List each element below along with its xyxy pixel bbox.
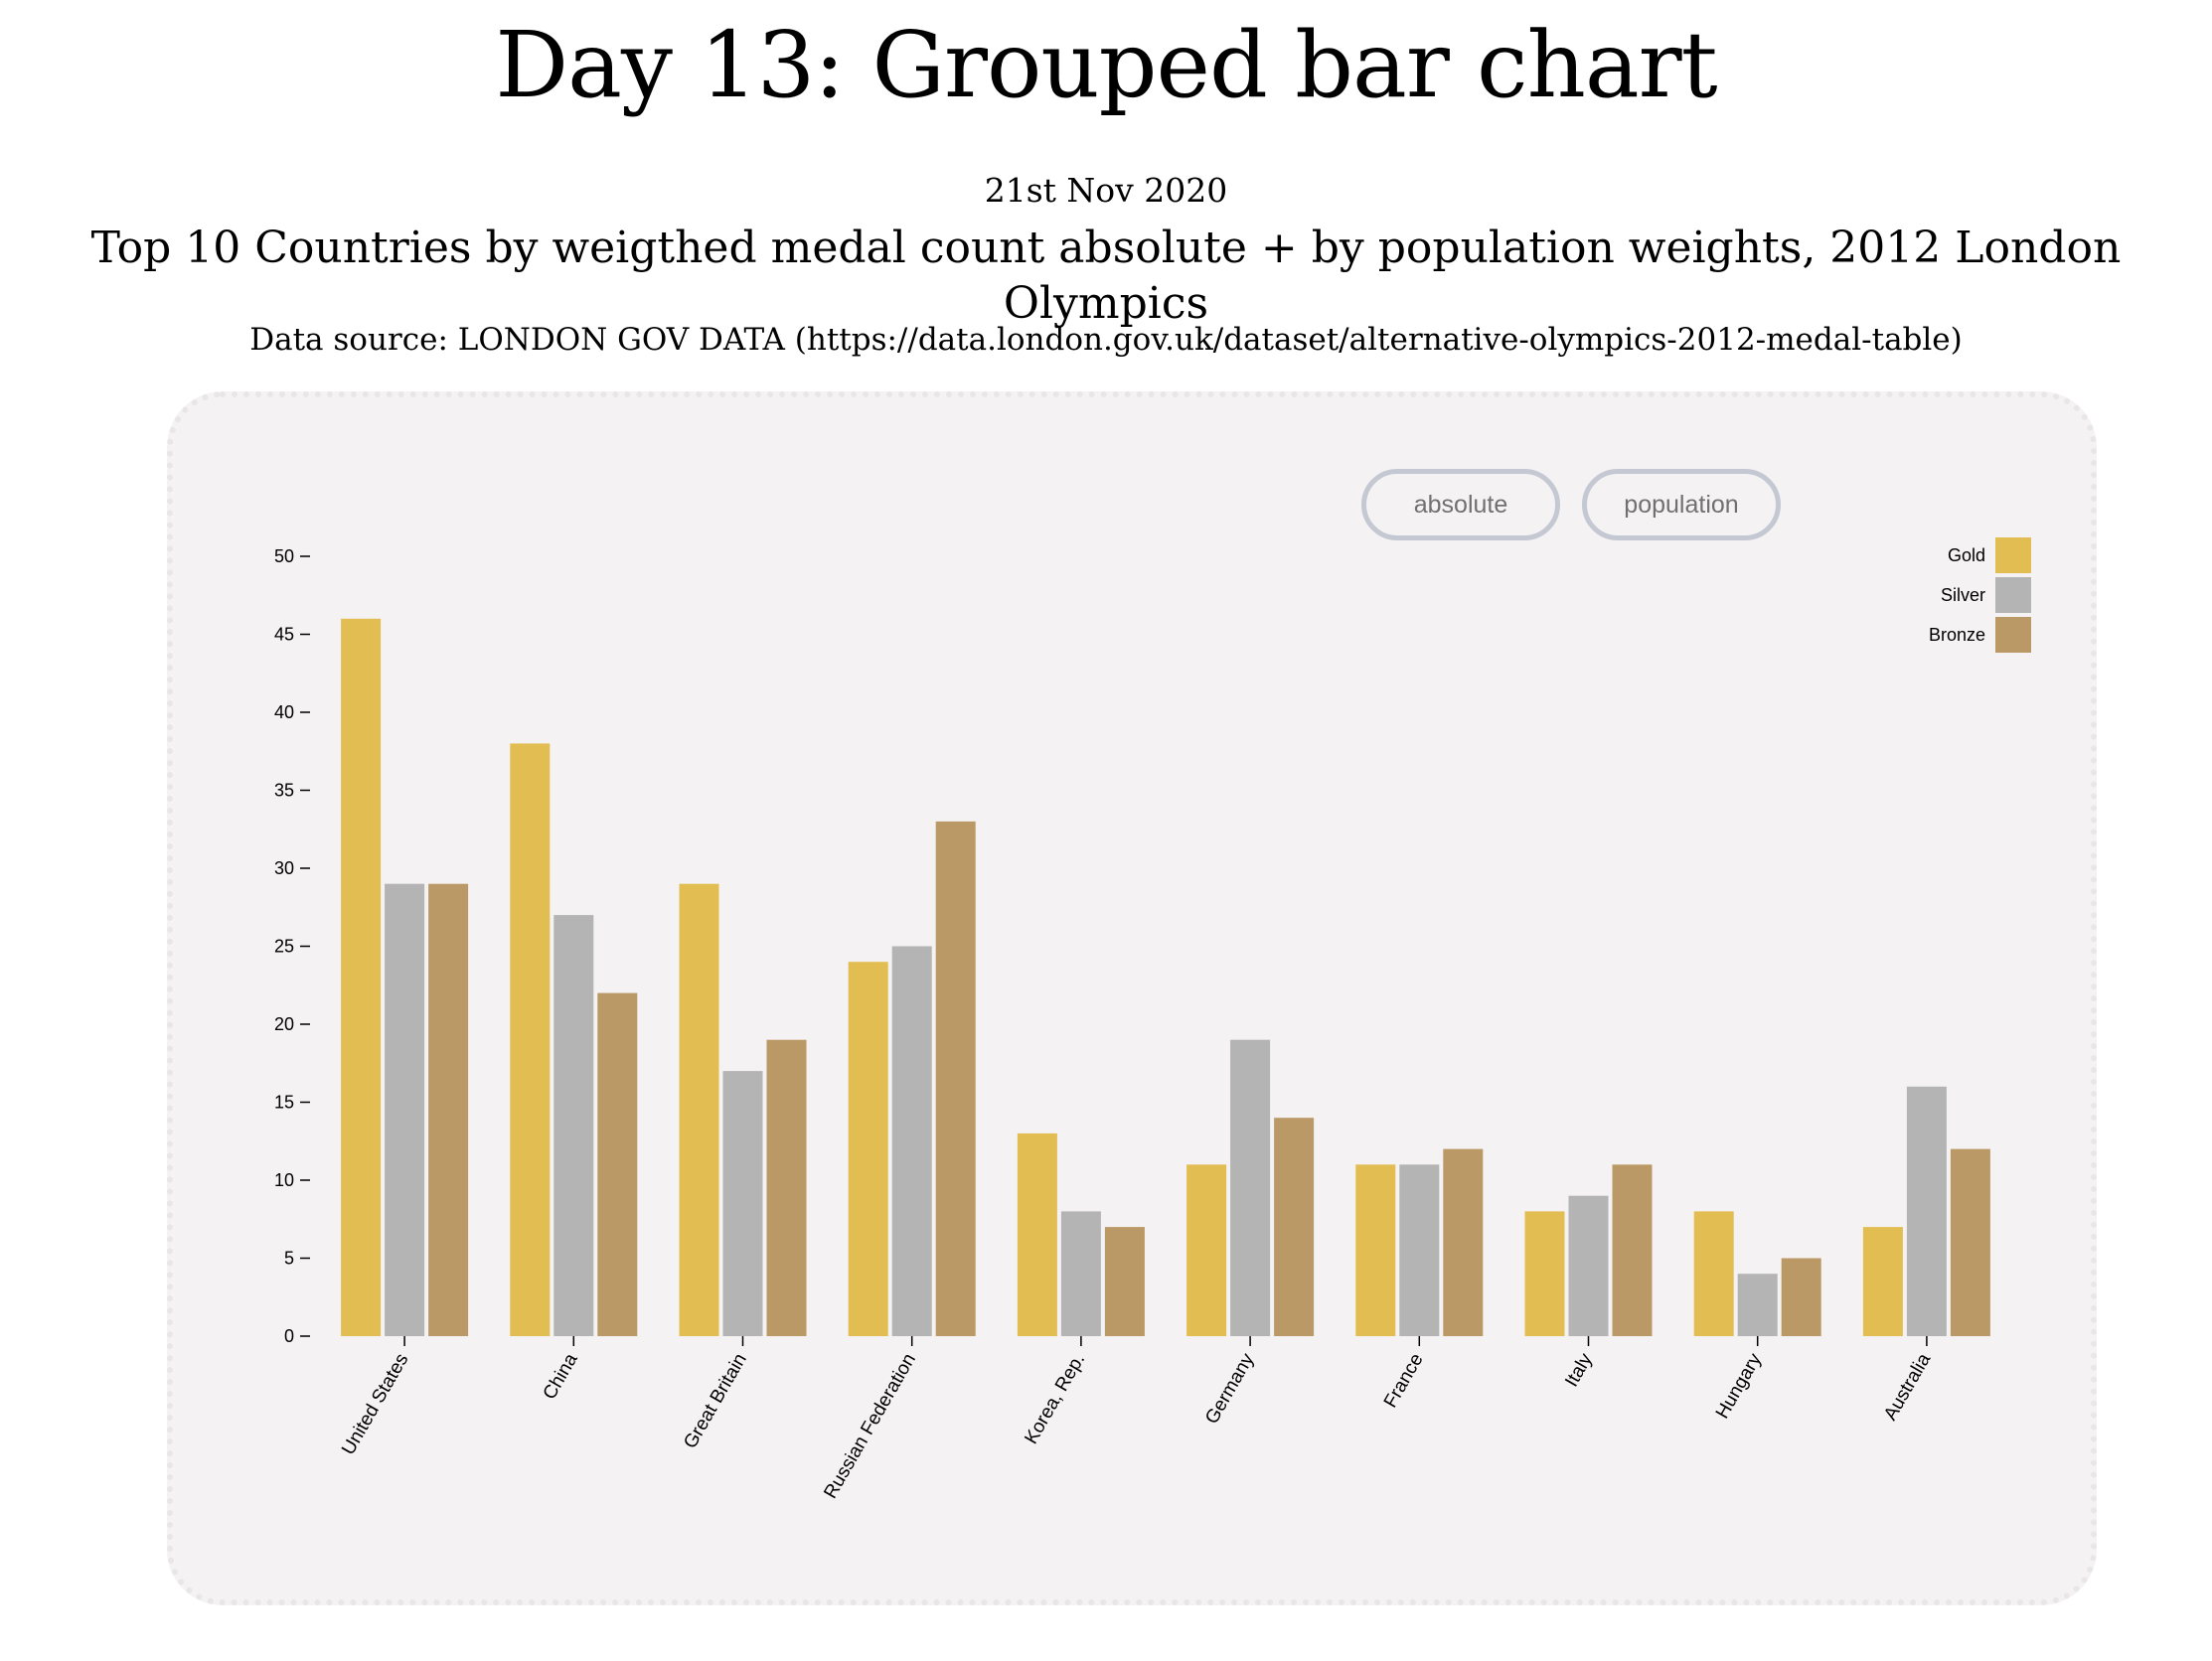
bar-bronze [1612, 1164, 1653, 1336]
bar-bronze [766, 1039, 807, 1336]
legend-label: Gold [1948, 545, 1985, 565]
legend-label: Bronze [1929, 625, 1985, 645]
legend-swatch-bronze [1995, 617, 2031, 653]
y-axis: 0 5 10 15 20 25 30 35 40 45 50 [274, 546, 310, 1346]
y-tick-label: 35 [274, 781, 294, 801]
bar-silver [1737, 1274, 1778, 1336]
legend: Gold Silver Bronze [1929, 537, 2031, 653]
x-tick-label: Great Britain [680, 1350, 751, 1452]
chart-subtitle: Top 10 Countries by weigthed medal count… [90, 223, 2122, 329]
y-tick-label: 25 [274, 937, 294, 957]
bar-silver [553, 915, 594, 1336]
y-tick-label: 30 [274, 858, 294, 878]
x-tick-label: Russian Federation [820, 1350, 920, 1502]
bar-silver [722, 1071, 763, 1336]
x-tick-label: Italy [1561, 1350, 1597, 1391]
x-tick-label: Australia [1880, 1350, 1935, 1425]
page-title: Day 13: Grouped bar chart [495, 12, 1717, 118]
bar-gold [679, 883, 719, 1336]
y-tick-label: 10 [274, 1170, 294, 1190]
y-tick-label: 5 [284, 1249, 294, 1269]
chart-card [167, 391, 2097, 1605]
x-tick-label: France [1380, 1350, 1428, 1412]
y-tick-label: 40 [274, 702, 294, 722]
y-tick-label: 0 [284, 1326, 294, 1346]
x-tick-label: Korea, Rep. [1021, 1350, 1089, 1447]
y-tick-label: 45 [274, 625, 294, 645]
y-tick-label: 20 [274, 1014, 294, 1034]
y-tick-label: 15 [274, 1093, 294, 1113]
population-button[interactable]: population [1582, 469, 1781, 540]
bar-bronze [1274, 1118, 1315, 1336]
bar-gold [1017, 1132, 1057, 1336]
absolute-button[interactable]: absolute [1361, 469, 1560, 540]
bar-bronze [1443, 1148, 1484, 1336]
bars [341, 618, 1990, 1336]
bar-gold [1862, 1227, 1903, 1336]
bar-gold [1186, 1164, 1227, 1336]
legend-swatch-gold [1995, 537, 2031, 573]
x-tick-label: Hungary [1712, 1350, 1766, 1423]
bar-bronze [597, 992, 638, 1336]
bar-bronze [1104, 1227, 1145, 1336]
data-source-text: Data source: LONDON GOV DATA (https://da… [249, 322, 1963, 358]
bar-silver [1060, 1211, 1101, 1336]
bar-gold [1524, 1211, 1565, 1336]
bar-silver [891, 946, 932, 1336]
bar-silver [1568, 1195, 1609, 1336]
x-tick-label: United States [338, 1350, 412, 1458]
bar-silver [1230, 1039, 1271, 1336]
bar-gold [341, 618, 382, 1336]
legend-label: Silver [1941, 585, 1985, 605]
x-tick-label: China [540, 1350, 582, 1404]
bar-bronze [1781, 1258, 1821, 1336]
bar-bronze [935, 821, 976, 1336]
bar-silver [1399, 1164, 1440, 1336]
bar-bronze [1950, 1148, 1990, 1336]
x-axis: United States China Great Britain Russian F… [338, 1336, 1935, 1502]
bar-silver [385, 883, 425, 1336]
legend-swatch-silver [1995, 577, 2031, 613]
bar-gold [1693, 1211, 1734, 1336]
y-tick-label: 50 [274, 546, 294, 566]
x-tick-label: Germany [1201, 1350, 1259, 1429]
bar-gold [510, 743, 551, 1336]
bar-silver [1906, 1086, 1947, 1336]
bar-bronze [428, 883, 469, 1336]
bar-gold [1355, 1164, 1396, 1336]
bar-gold [848, 962, 888, 1336]
date-text: 21st Nov 2020 [984, 171, 1228, 210]
